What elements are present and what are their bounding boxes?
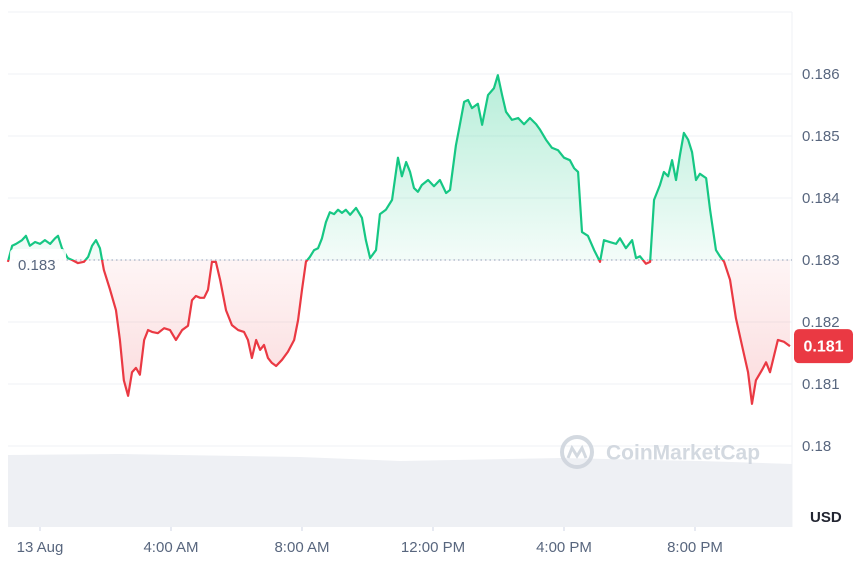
y-tick-label: 0.183 (802, 252, 840, 269)
x-tick-label: 13 Aug (17, 539, 64, 556)
x-tick-label: 8:00 PM (667, 539, 723, 556)
x-tick-label: 4:00 PM (536, 539, 592, 556)
y-tick-label: 0.185 (802, 128, 840, 145)
y-tick-label: 0.184 (802, 190, 840, 207)
x-tick-label: 4:00 AM (143, 539, 198, 556)
x-tick-label: 8:00 AM (274, 539, 329, 556)
baseline-label: 0.183 (18, 257, 56, 274)
watermark-text: CoinMarketCap (606, 442, 760, 465)
price-area (7, 75, 790, 404)
y-tick-label: 0.186 (802, 66, 840, 83)
y-tick-label: 0.18 (802, 438, 831, 455)
y-tick-label: 0.182 (802, 314, 840, 331)
y-tick-label: 0.181 (802, 376, 840, 393)
volume-area (8, 454, 792, 527)
x-tick-label: 12:00 PM (401, 539, 465, 556)
baseline-label-bg (10, 249, 66, 271)
last-price-badge (794, 329, 853, 364)
currency-label: USD (810, 509, 842, 526)
price-line (6, 74, 791, 405)
watermark: CoinMarketCap (560, 435, 760, 469)
last-price-label: 0.181 (803, 338, 843, 355)
